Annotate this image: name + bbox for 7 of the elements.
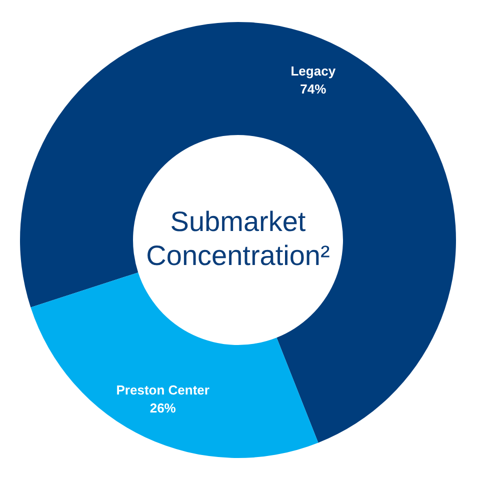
donut-slice <box>30 272 318 458</box>
slice-label: Preston Center <box>116 382 210 398</box>
data-label: 74% <box>300 81 327 96</box>
data-label: 26% <box>150 400 176 416</box>
slice-label: Legacy <box>290 63 336 78</box>
donut-slice <box>20 22 456 443</box>
text: Submarket Concentration² <box>146 206 330 271</box>
